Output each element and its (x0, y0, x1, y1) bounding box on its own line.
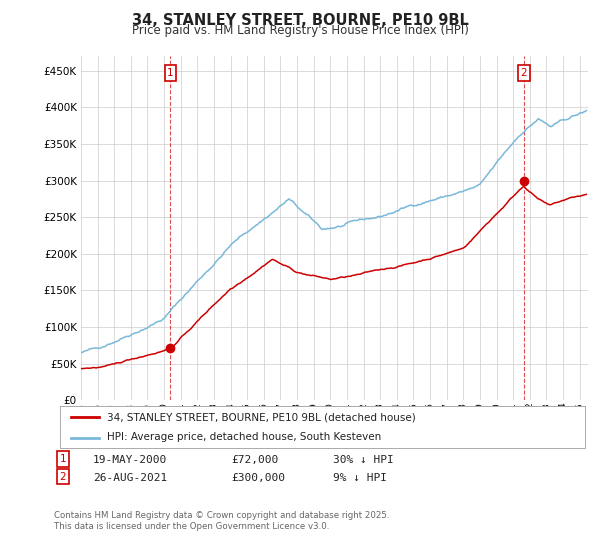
Text: 2: 2 (521, 68, 527, 78)
Text: 9% ↓ HPI: 9% ↓ HPI (333, 473, 387, 483)
Text: Contains HM Land Registry data © Crown copyright and database right 2025.: Contains HM Land Registry data © Crown c… (54, 511, 389, 520)
Text: £72,000: £72,000 (231, 455, 278, 465)
Text: 2: 2 (59, 472, 67, 482)
Text: 34, STANLEY STREET, BOURNE, PE10 9BL: 34, STANLEY STREET, BOURNE, PE10 9BL (131, 13, 469, 28)
Text: 19-MAY-2000: 19-MAY-2000 (93, 455, 167, 465)
Text: 1: 1 (59, 454, 67, 464)
Text: 34, STANLEY STREET, BOURNE, PE10 9BL (detached house): 34, STANLEY STREET, BOURNE, PE10 9BL (de… (107, 412, 416, 422)
Text: This data is licensed under the Open Government Licence v3.0.: This data is licensed under the Open Gov… (54, 522, 329, 531)
Text: Price paid vs. HM Land Registry's House Price Index (HPI): Price paid vs. HM Land Registry's House … (131, 24, 469, 37)
Text: 26-AUG-2021: 26-AUG-2021 (93, 473, 167, 483)
Text: HPI: Average price, detached house, South Kesteven: HPI: Average price, detached house, Sout… (107, 432, 382, 442)
Text: 1: 1 (167, 68, 174, 78)
Text: £300,000: £300,000 (231, 473, 285, 483)
Text: 30% ↓ HPI: 30% ↓ HPI (333, 455, 394, 465)
